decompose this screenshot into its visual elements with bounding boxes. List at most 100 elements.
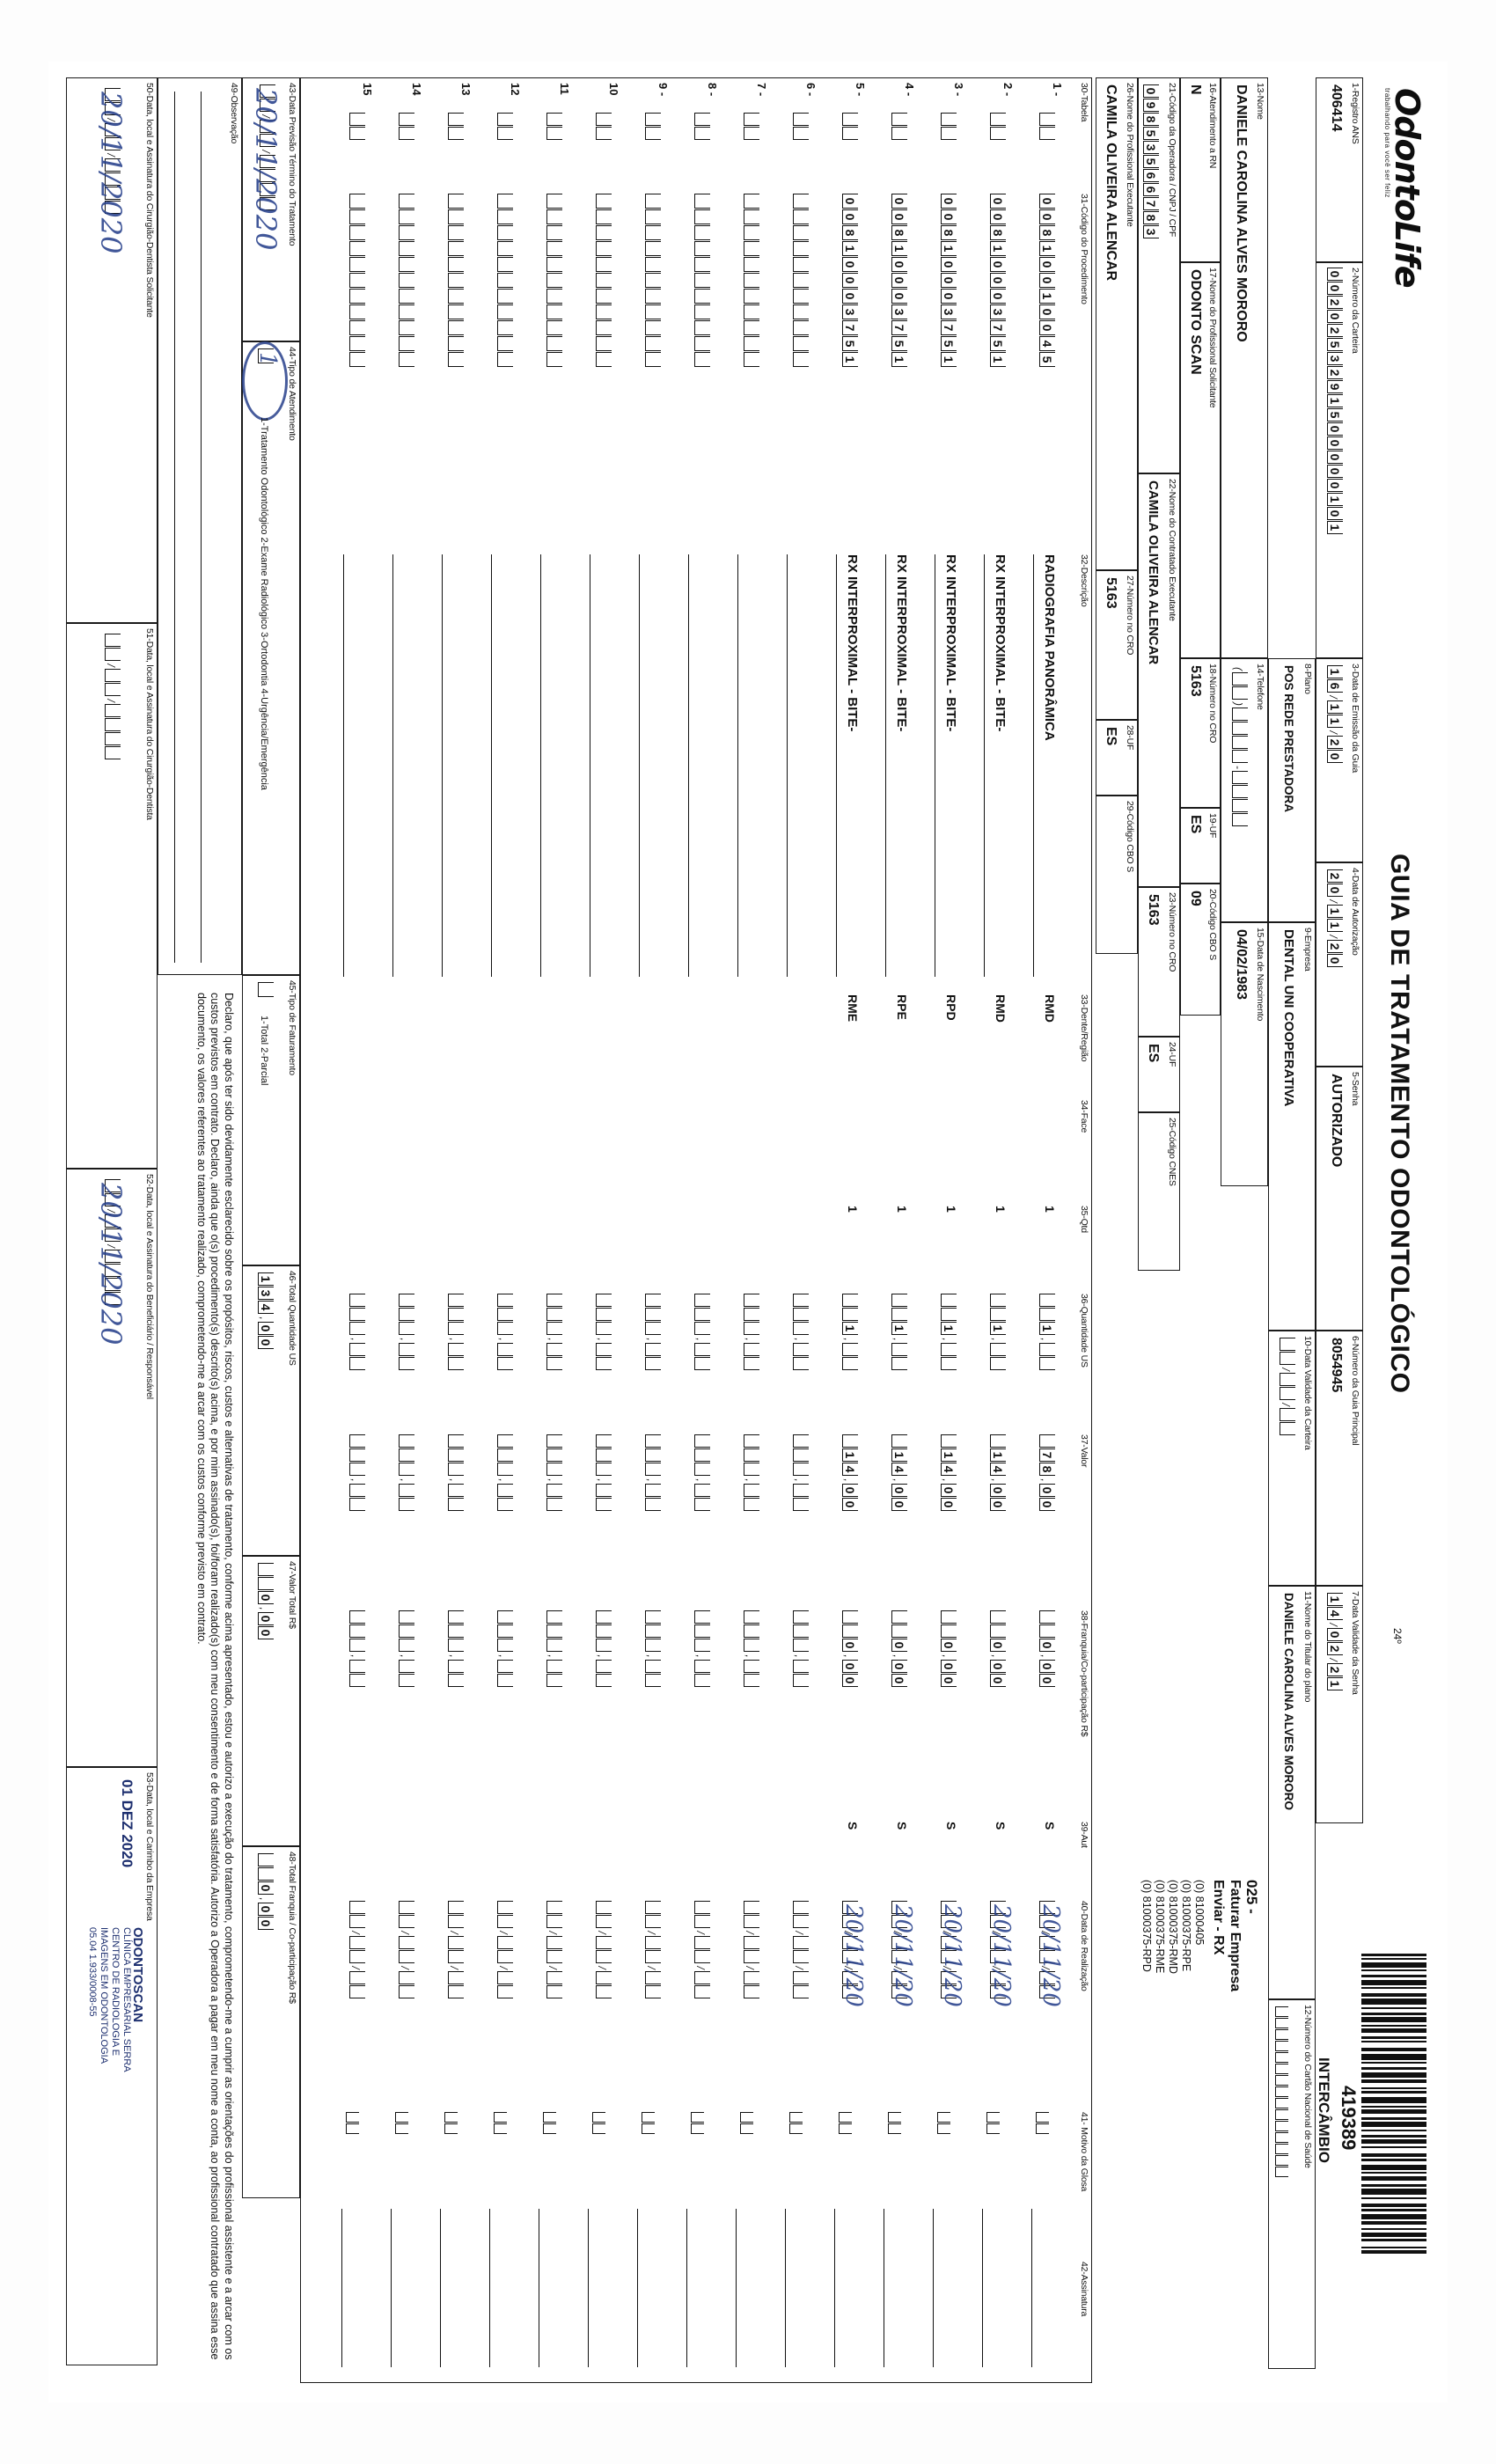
cell-tabela[interactable] — [596, 113, 613, 141]
cell-qtd_us[interactable]: , — [546, 1294, 564, 1371]
cell-motivo-glosa[interactable] — [395, 2112, 413, 2135]
cell-franquia[interactable]: , — [596, 1610, 613, 1688]
cell-data[interactable]: / / — [349, 1901, 367, 1999]
cell-tabela[interactable] — [694, 113, 712, 141]
cell-aut[interactable]: S — [846, 1822, 860, 1830]
cell-tabela[interactable] — [546, 113, 564, 141]
cell-tabela[interactable] — [645, 113, 663, 141]
cell-codigo[interactable] — [349, 194, 367, 368]
cell-valor[interactable]: , — [546, 1434, 564, 1512]
cell-dente[interactable]: RPE — [895, 994, 909, 1020]
cell-tabela[interactable] — [399, 113, 416, 141]
cell-motivo-glosa[interactable] — [444, 2112, 462, 2135]
cell-motivo-glosa[interactable] — [740, 2112, 758, 2135]
cell-valor[interactable]: , — [497, 1434, 515, 1512]
cell-valor[interactable]: , — [399, 1434, 416, 1512]
cell-codigo[interactable] — [497, 194, 515, 368]
cell-data[interactable]: / / — [399, 1901, 416, 1999]
cell-franquia[interactable]: , — [744, 1610, 761, 1688]
cell-qtd_us[interactable]: 1, — [842, 1294, 860, 1371]
cell-motivo-glosa[interactable] — [937, 2112, 955, 2135]
cell-tabela[interactable] — [744, 113, 761, 141]
cell-valor[interactable]: , — [645, 1434, 663, 1512]
cell-valor[interactable]: , — [349, 1434, 367, 1512]
cell-data[interactable]: / / — [793, 1901, 810, 1999]
cell-tabela[interactable] — [990, 113, 1008, 141]
cell-tabela[interactable] — [1039, 113, 1057, 141]
cell-motivo-glosa[interactable] — [543, 2112, 561, 2135]
cell-tabela[interactable] — [842, 113, 860, 141]
cell-data[interactable]: / / — [645, 1901, 663, 1999]
cell-tabela[interactable] — [793, 113, 810, 141]
cell-descricao[interactable]: RX INTERPROXIMAL - BITE- — [993, 554, 1008, 732]
cell-tabela[interactable] — [941, 113, 958, 141]
cell-motivo-glosa[interactable] — [642, 2112, 659, 2135]
cell-qtd_us[interactable]: , — [596, 1294, 613, 1371]
cell-dente[interactable]: RMD — [1043, 994, 1057, 1023]
cell-motivo-glosa[interactable] — [346, 2112, 363, 2135]
cell-aut[interactable]: S — [944, 1822, 958, 1830]
cell-tabela[interactable] — [497, 113, 515, 141]
cell-valor[interactable]: , — [596, 1434, 613, 1512]
cell-descricao[interactable]: RADIOGRAFIA PANORÂMICA — [1042, 554, 1057, 741]
cell-codigo[interactable] — [793, 194, 810, 368]
cell-data[interactable]: / / — [744, 1901, 761, 1999]
cell-data[interactable]: / / — [596, 1901, 613, 1999]
cell-franquia[interactable]: , — [645, 1610, 663, 1688]
cell-codigo[interactable] — [744, 194, 761, 368]
cell-data[interactable]: / / — [546, 1901, 564, 1999]
cell-codigo[interactable] — [645, 194, 663, 368]
cell-dente[interactable]: RME — [846, 994, 860, 1023]
cell-motivo-glosa[interactable] — [789, 2112, 807, 2135]
cell-aut[interactable]: S — [994, 1822, 1008, 1830]
cell-codigo[interactable] — [448, 194, 466, 368]
cell-qtd_us[interactable]: , — [497, 1294, 515, 1371]
cell-qtd_us[interactable]: 1, — [1039, 1294, 1057, 1371]
cell-aut[interactable]: S — [1043, 1822, 1057, 1830]
cell-tabela[interactable] — [891, 113, 909, 141]
cell-codigo[interactable] — [546, 194, 564, 368]
cell-franquia[interactable]: , — [497, 1610, 515, 1688]
cell-qtd_us[interactable]: 1, — [891, 1294, 909, 1371]
cell-codigo[interactable] — [596, 194, 613, 368]
cell-descricao[interactable]: RX INTERPROXIMAL - BITE- — [845, 554, 860, 732]
cell-qtd[interactable]: 1 — [944, 1206, 958, 1213]
cell-data[interactable]: / / — [448, 1901, 466, 1999]
cell-descricao[interactable]: RX INTERPROXIMAL - BITE- — [894, 554, 909, 732]
cell-franquia[interactable]: , — [546, 1610, 564, 1688]
cell-tabela[interactable] — [349, 113, 367, 141]
cell-qtd_us[interactable]: , — [694, 1294, 712, 1371]
cell-qtd[interactable]: 1 — [846, 1206, 860, 1213]
cell-qtd_us[interactable]: , — [793, 1294, 810, 1371]
cell-franquia[interactable]: , — [399, 1610, 416, 1688]
cell-codigo[interactable] — [399, 194, 416, 368]
cell-codigo[interactable] — [694, 194, 712, 368]
cell-franquia[interactable]: , — [694, 1610, 712, 1688]
cell-franquia[interactable]: , — [349, 1610, 367, 1688]
cell-aut[interactable]: S — [895, 1822, 909, 1830]
cell-qtd_us[interactable]: 1, — [941, 1294, 958, 1371]
cell-qtd_us[interactable]: 1, — [990, 1294, 1008, 1371]
cell-valor[interactable]: , — [694, 1434, 712, 1512]
cell-qtd_us[interactable]: , — [448, 1294, 466, 1371]
cell-qtd[interactable]: 1 — [994, 1206, 1008, 1213]
cell-motivo-glosa[interactable] — [888, 2112, 906, 2135]
cell-qtd_us[interactable]: , — [744, 1294, 761, 1371]
cell-qtd_us[interactable]: , — [349, 1294, 367, 1371]
cell-qtd_us[interactable]: , — [645, 1294, 663, 1371]
cell-motivo-glosa[interactable] — [691, 2112, 708, 2135]
cell-dente[interactable]: RMD — [994, 994, 1008, 1023]
